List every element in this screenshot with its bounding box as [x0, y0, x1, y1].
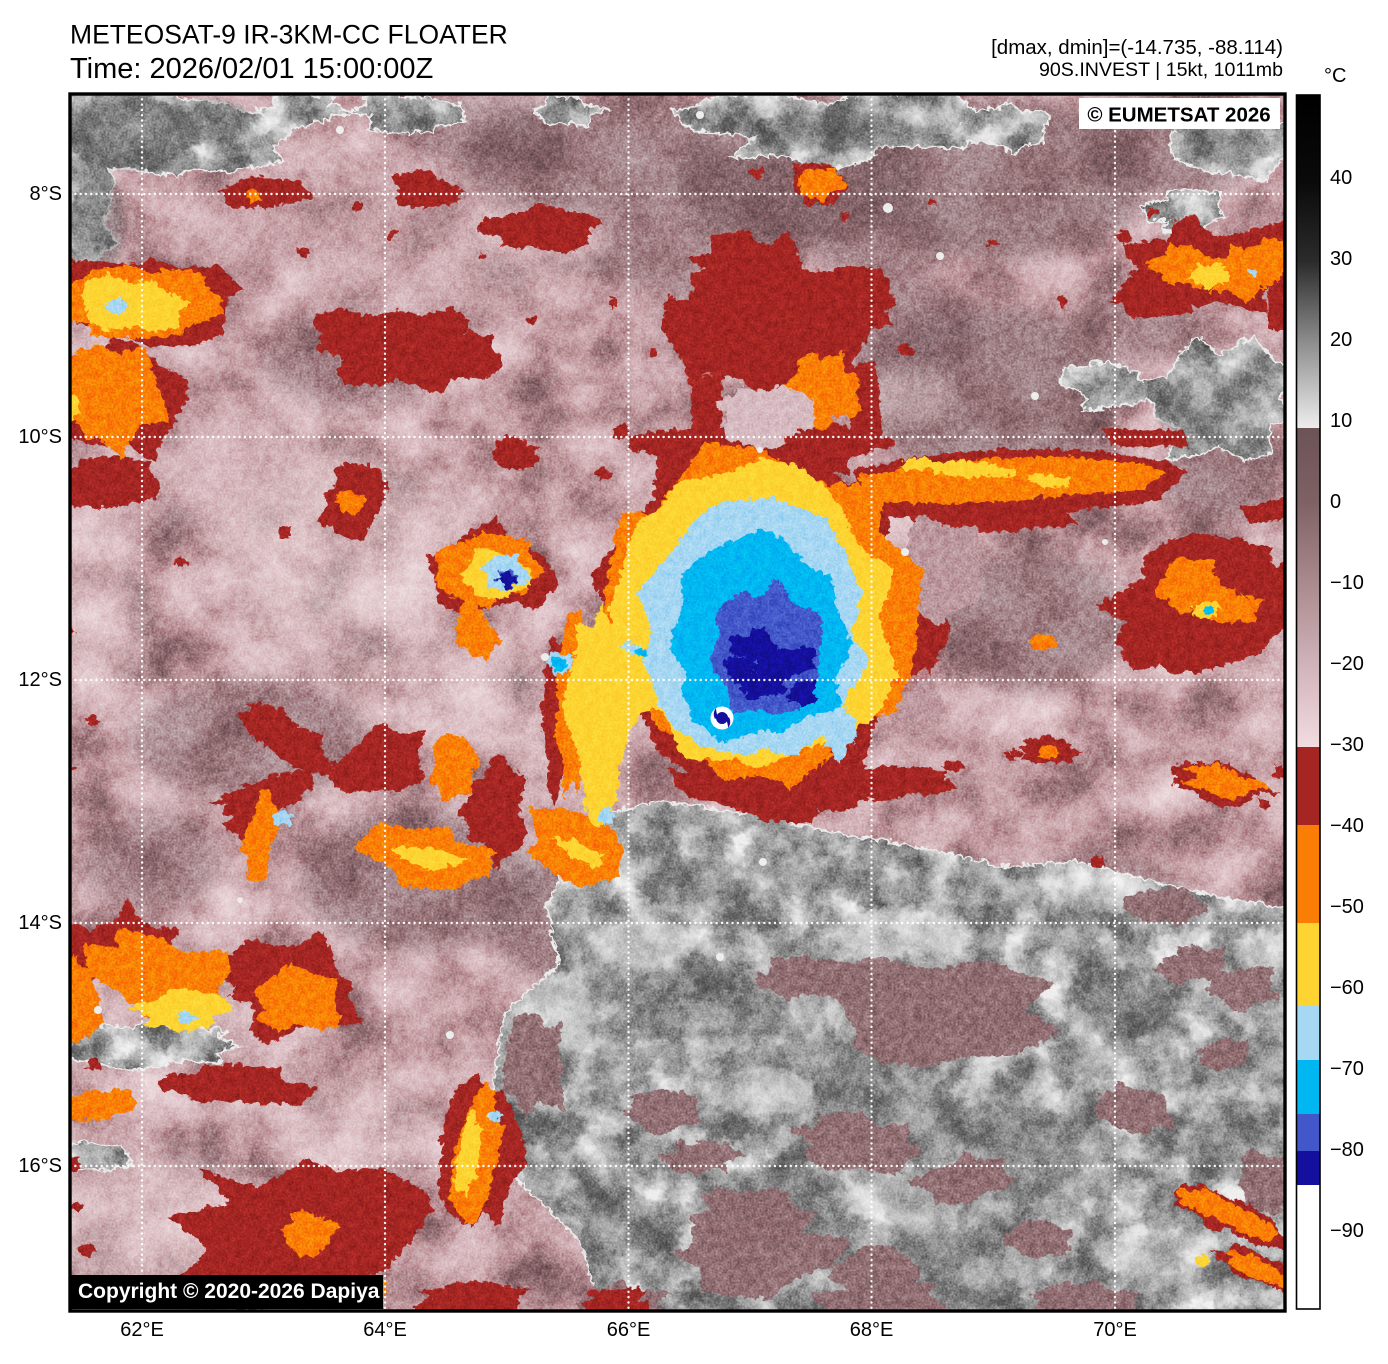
svg-text:METEOSAT-9 IR-3KM-CC FLOATER: METEOSAT-9 IR-3KM-CC FLOATER: [70, 20, 508, 50]
svg-text:−60: −60: [1330, 977, 1364, 999]
svg-text:40: 40: [1330, 167, 1352, 189]
svg-text:10°S: 10°S: [18, 426, 62, 448]
svg-text:62°E: 62°E: [120, 1319, 164, 1341]
svg-text:14°S: 14°S: [18, 912, 62, 934]
svg-text:Copyright © 2020-2026 Dapiya: Copyright © 2020-2026 Dapiya: [78, 1280, 380, 1303]
svg-text:°C: °C: [1324, 65, 1346, 87]
svg-text:16°S: 16°S: [18, 1155, 62, 1177]
svg-text:Time: 2026/02/01 15:00:00Z: Time: 2026/02/01 15:00:00Z: [70, 53, 433, 85]
svg-text:66°E: 66°E: [607, 1319, 651, 1341]
svg-text:−20: −20: [1330, 653, 1364, 675]
svg-text:10: 10: [1330, 410, 1352, 432]
svg-text:30: 30: [1330, 248, 1352, 270]
svg-text:8°S: 8°S: [30, 183, 62, 205]
svg-text:−70: −70: [1330, 1058, 1364, 1080]
svg-text:64°E: 64°E: [363, 1319, 407, 1341]
svg-text:0: 0: [1330, 491, 1341, 513]
svg-text:© EUMETSAT 2026: © EUMETSAT 2026: [1087, 104, 1270, 127]
svg-text:−10: −10: [1330, 572, 1364, 594]
svg-text:−40: −40: [1330, 815, 1364, 837]
svg-text:68°E: 68°E: [850, 1319, 894, 1341]
svg-text:12°S: 12°S: [18, 669, 62, 691]
svg-text:20: 20: [1330, 329, 1352, 351]
svg-text:−80: −80: [1330, 1139, 1364, 1161]
svg-text:70°E: 70°E: [1093, 1319, 1137, 1341]
svg-text:90S.INVEST | 15kt, 1011mb: 90S.INVEST | 15kt, 1011mb: [1039, 59, 1283, 81]
svg-text:−90: −90: [1330, 1220, 1364, 1242]
svg-text:−30: −30: [1330, 734, 1364, 756]
svg-text:[dmax, dmin]=(-14.735, -88.114: [dmax, dmin]=(-14.735, -88.114): [991, 36, 1283, 59]
svg-text:−50: −50: [1330, 896, 1364, 918]
